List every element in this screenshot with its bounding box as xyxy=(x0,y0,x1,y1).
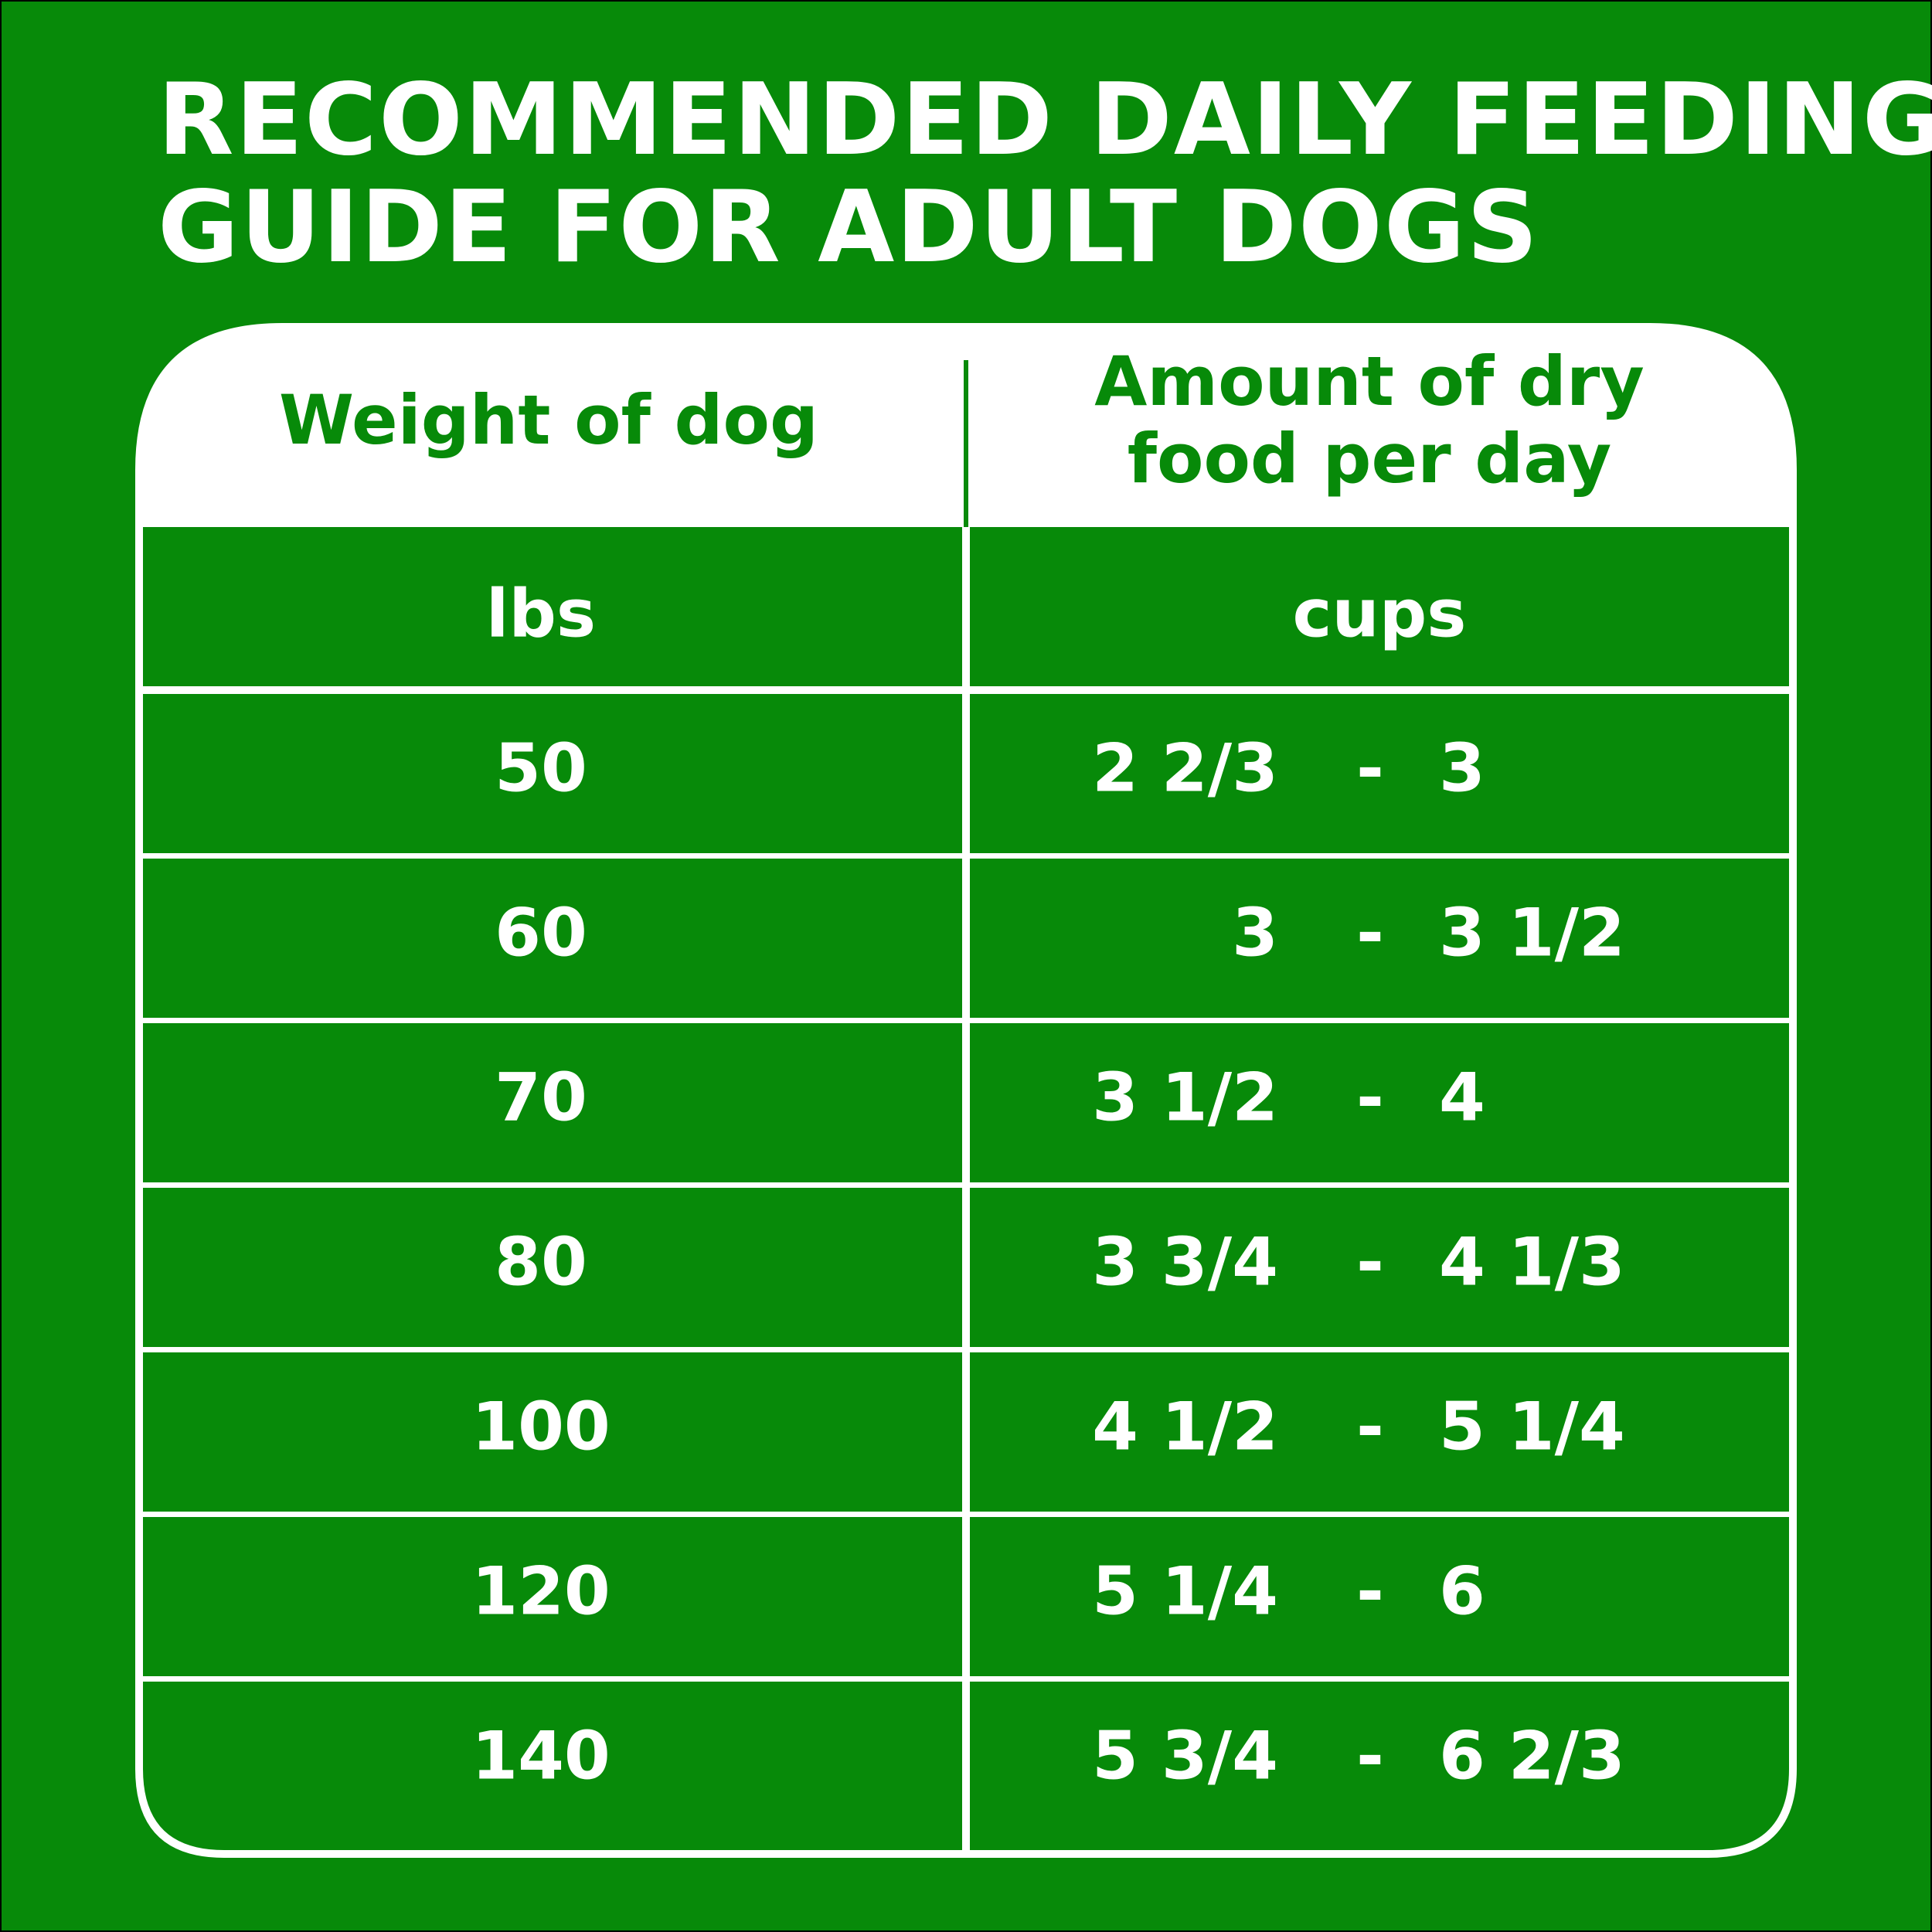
cell xyxy=(970,1188,1789,1347)
weight: 100 xyxy=(471,1388,611,1465)
unit-label: lbs xyxy=(486,575,596,652)
amount-max: 3 xyxy=(1439,730,1485,807)
title-line: RECOMMENDED DAILY FEEDING xyxy=(158,63,1932,178)
cell xyxy=(970,1023,1789,1182)
separator: - xyxy=(1356,894,1384,971)
weight: 60 xyxy=(495,894,587,971)
amount-min: 4 1/2 xyxy=(1092,1388,1278,1465)
separator: - xyxy=(1356,730,1384,807)
amount-min: 5 3/4 xyxy=(1092,1717,1278,1794)
unit-label: cups xyxy=(1293,575,1467,652)
amount-min: 3 xyxy=(1232,894,1278,971)
amount-max: 4 xyxy=(1439,1059,1485,1136)
amount-max: 6 xyxy=(1439,1553,1485,1630)
cell xyxy=(143,859,962,1018)
cell xyxy=(970,694,1789,853)
weight: 80 xyxy=(495,1223,587,1301)
column-header: Weight of dog xyxy=(279,380,818,460)
cell xyxy=(970,859,1789,1018)
amount-max: 4 1/3 xyxy=(1439,1223,1625,1301)
amount-max: 3 1/2 xyxy=(1439,894,1625,971)
cell xyxy=(143,1352,962,1512)
amount-max: 6 2/3 xyxy=(1439,1717,1625,1794)
table-body xyxy=(143,527,1789,1850)
weight: 50 xyxy=(495,730,587,807)
separator: - xyxy=(1356,1388,1384,1465)
separator: - xyxy=(1356,1223,1384,1301)
title-line: GUIDE FOR ADULT DOGS xyxy=(158,170,1539,285)
cell xyxy=(143,1517,962,1676)
amount-max: 5 1/4 xyxy=(1439,1388,1625,1465)
cell xyxy=(970,1517,1789,1676)
column-header: food per day xyxy=(1128,419,1612,498)
cell xyxy=(970,527,1789,686)
cell xyxy=(143,1023,962,1182)
separator: - xyxy=(1356,1553,1384,1630)
amount-min: 3 3/4 xyxy=(1092,1223,1278,1301)
cell xyxy=(143,527,962,686)
amount-min: 5 1/4 xyxy=(1092,1553,1278,1630)
cell xyxy=(970,1352,1789,1512)
weight: 70 xyxy=(495,1059,587,1136)
cell xyxy=(143,1188,962,1347)
weight: 120 xyxy=(471,1553,611,1630)
amount-min: 2 2/3 xyxy=(1092,730,1278,807)
separator: - xyxy=(1356,1059,1384,1136)
amount-min: 3 1/2 xyxy=(1092,1059,1278,1136)
separator: - xyxy=(1356,1717,1384,1794)
cell xyxy=(143,1682,962,1850)
cell xyxy=(143,694,962,853)
cell xyxy=(970,1682,1789,1850)
weight: 140 xyxy=(471,1717,611,1794)
column-header: Amount of dry xyxy=(1094,342,1644,421)
